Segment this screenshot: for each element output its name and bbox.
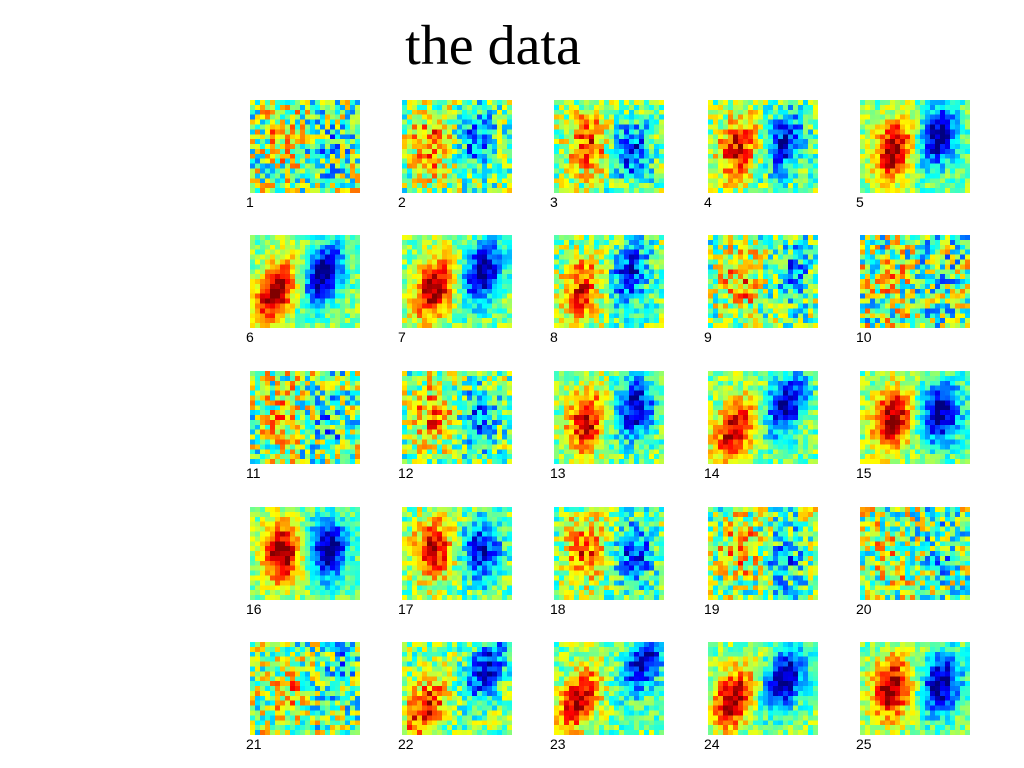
heatmap-8 bbox=[554, 235, 664, 328]
heatmap-4 bbox=[708, 100, 818, 193]
panel-24: 24 bbox=[704, 642, 820, 752]
panel-15: 15 bbox=[856, 371, 972, 481]
panel-5: 5 bbox=[856, 100, 972, 210]
panel-21: 21 bbox=[246, 642, 362, 752]
panel-25: 25 bbox=[856, 642, 972, 752]
panel-16: 16 bbox=[246, 507, 362, 617]
panel-label-23: 23 bbox=[550, 736, 566, 752]
panel-label-2: 2 bbox=[398, 194, 406, 210]
heatmap-21 bbox=[250, 642, 360, 735]
panel-label-9: 9 bbox=[704, 329, 712, 345]
heatmap-16 bbox=[250, 507, 360, 600]
panel-13: 13 bbox=[550, 371, 666, 481]
panel-18: 18 bbox=[550, 507, 666, 617]
panel-label-10: 10 bbox=[856, 329, 872, 345]
heatmap-17 bbox=[402, 507, 512, 600]
panel-label-21: 21 bbox=[246, 736, 262, 752]
panel-4: 4 bbox=[704, 100, 820, 210]
panel-12: 12 bbox=[398, 371, 514, 481]
panel-label-8: 8 bbox=[550, 329, 558, 345]
heatmap-15 bbox=[860, 371, 970, 464]
heatmap-11 bbox=[250, 371, 360, 464]
heatmap-10 bbox=[860, 235, 970, 328]
panel-label-14: 14 bbox=[704, 465, 720, 481]
panel-3: 3 bbox=[550, 100, 666, 210]
panel-label-22: 22 bbox=[398, 736, 414, 752]
panel-10: 10 bbox=[856, 235, 972, 345]
heatmap-24 bbox=[708, 642, 818, 735]
panel-label-11: 11 bbox=[246, 465, 261, 481]
panel-2: 2 bbox=[398, 100, 514, 210]
heatmap-20 bbox=[860, 507, 970, 600]
heatmap-2 bbox=[402, 100, 512, 193]
heatmap-13 bbox=[554, 371, 664, 464]
panel-label-20: 20 bbox=[856, 601, 872, 617]
panel-label-24: 24 bbox=[704, 736, 720, 752]
heatmap-19 bbox=[708, 507, 818, 600]
heatmap-23 bbox=[554, 642, 664, 735]
slide-title: the data bbox=[405, 15, 581, 77]
panel-label-13: 13 bbox=[550, 465, 566, 481]
heatmap-14 bbox=[708, 371, 818, 464]
heatmap-12 bbox=[402, 371, 512, 464]
panel-6: 6 bbox=[246, 235, 362, 345]
panel-1: 1 bbox=[246, 100, 362, 210]
heatmap-18 bbox=[554, 507, 664, 600]
panel-8: 8 bbox=[550, 235, 666, 345]
panel-20: 20 bbox=[856, 507, 972, 617]
panel-19: 19 bbox=[704, 507, 820, 617]
heatmap-5 bbox=[860, 100, 970, 193]
heatmap-7 bbox=[402, 235, 512, 328]
panel-label-6: 6 bbox=[246, 329, 254, 345]
heatmap-22 bbox=[402, 642, 512, 735]
panel-label-7: 7 bbox=[398, 329, 406, 345]
panel-label-5: 5 bbox=[856, 194, 864, 210]
panel-label-12: 12 bbox=[398, 465, 414, 481]
heatmap-6 bbox=[250, 235, 360, 328]
panel-label-3: 3 bbox=[550, 194, 558, 210]
panel-label-4: 4 bbox=[704, 194, 712, 210]
panel-label-18: 18 bbox=[550, 601, 566, 617]
panel-9: 9 bbox=[704, 235, 820, 345]
heatmap-9 bbox=[708, 235, 818, 328]
panel-7: 7 bbox=[398, 235, 514, 345]
panel-22: 22 bbox=[398, 642, 514, 752]
panel-14: 14 bbox=[704, 371, 820, 481]
panel-label-19: 19 bbox=[704, 601, 720, 617]
heatmap-3 bbox=[554, 100, 664, 193]
panel-label-15: 15 bbox=[856, 465, 872, 481]
panel-23: 23 bbox=[550, 642, 666, 752]
panel-17: 17 bbox=[398, 507, 514, 617]
heatmap-1 bbox=[250, 100, 360, 193]
panel-label-16: 16 bbox=[246, 601, 262, 617]
panel-label-25: 25 bbox=[856, 736, 872, 752]
panel-label-1: 1 bbox=[246, 194, 254, 210]
panel-11: 11 bbox=[246, 371, 362, 481]
panel-label-17: 17 bbox=[398, 601, 414, 617]
heatmap-25 bbox=[860, 642, 970, 735]
